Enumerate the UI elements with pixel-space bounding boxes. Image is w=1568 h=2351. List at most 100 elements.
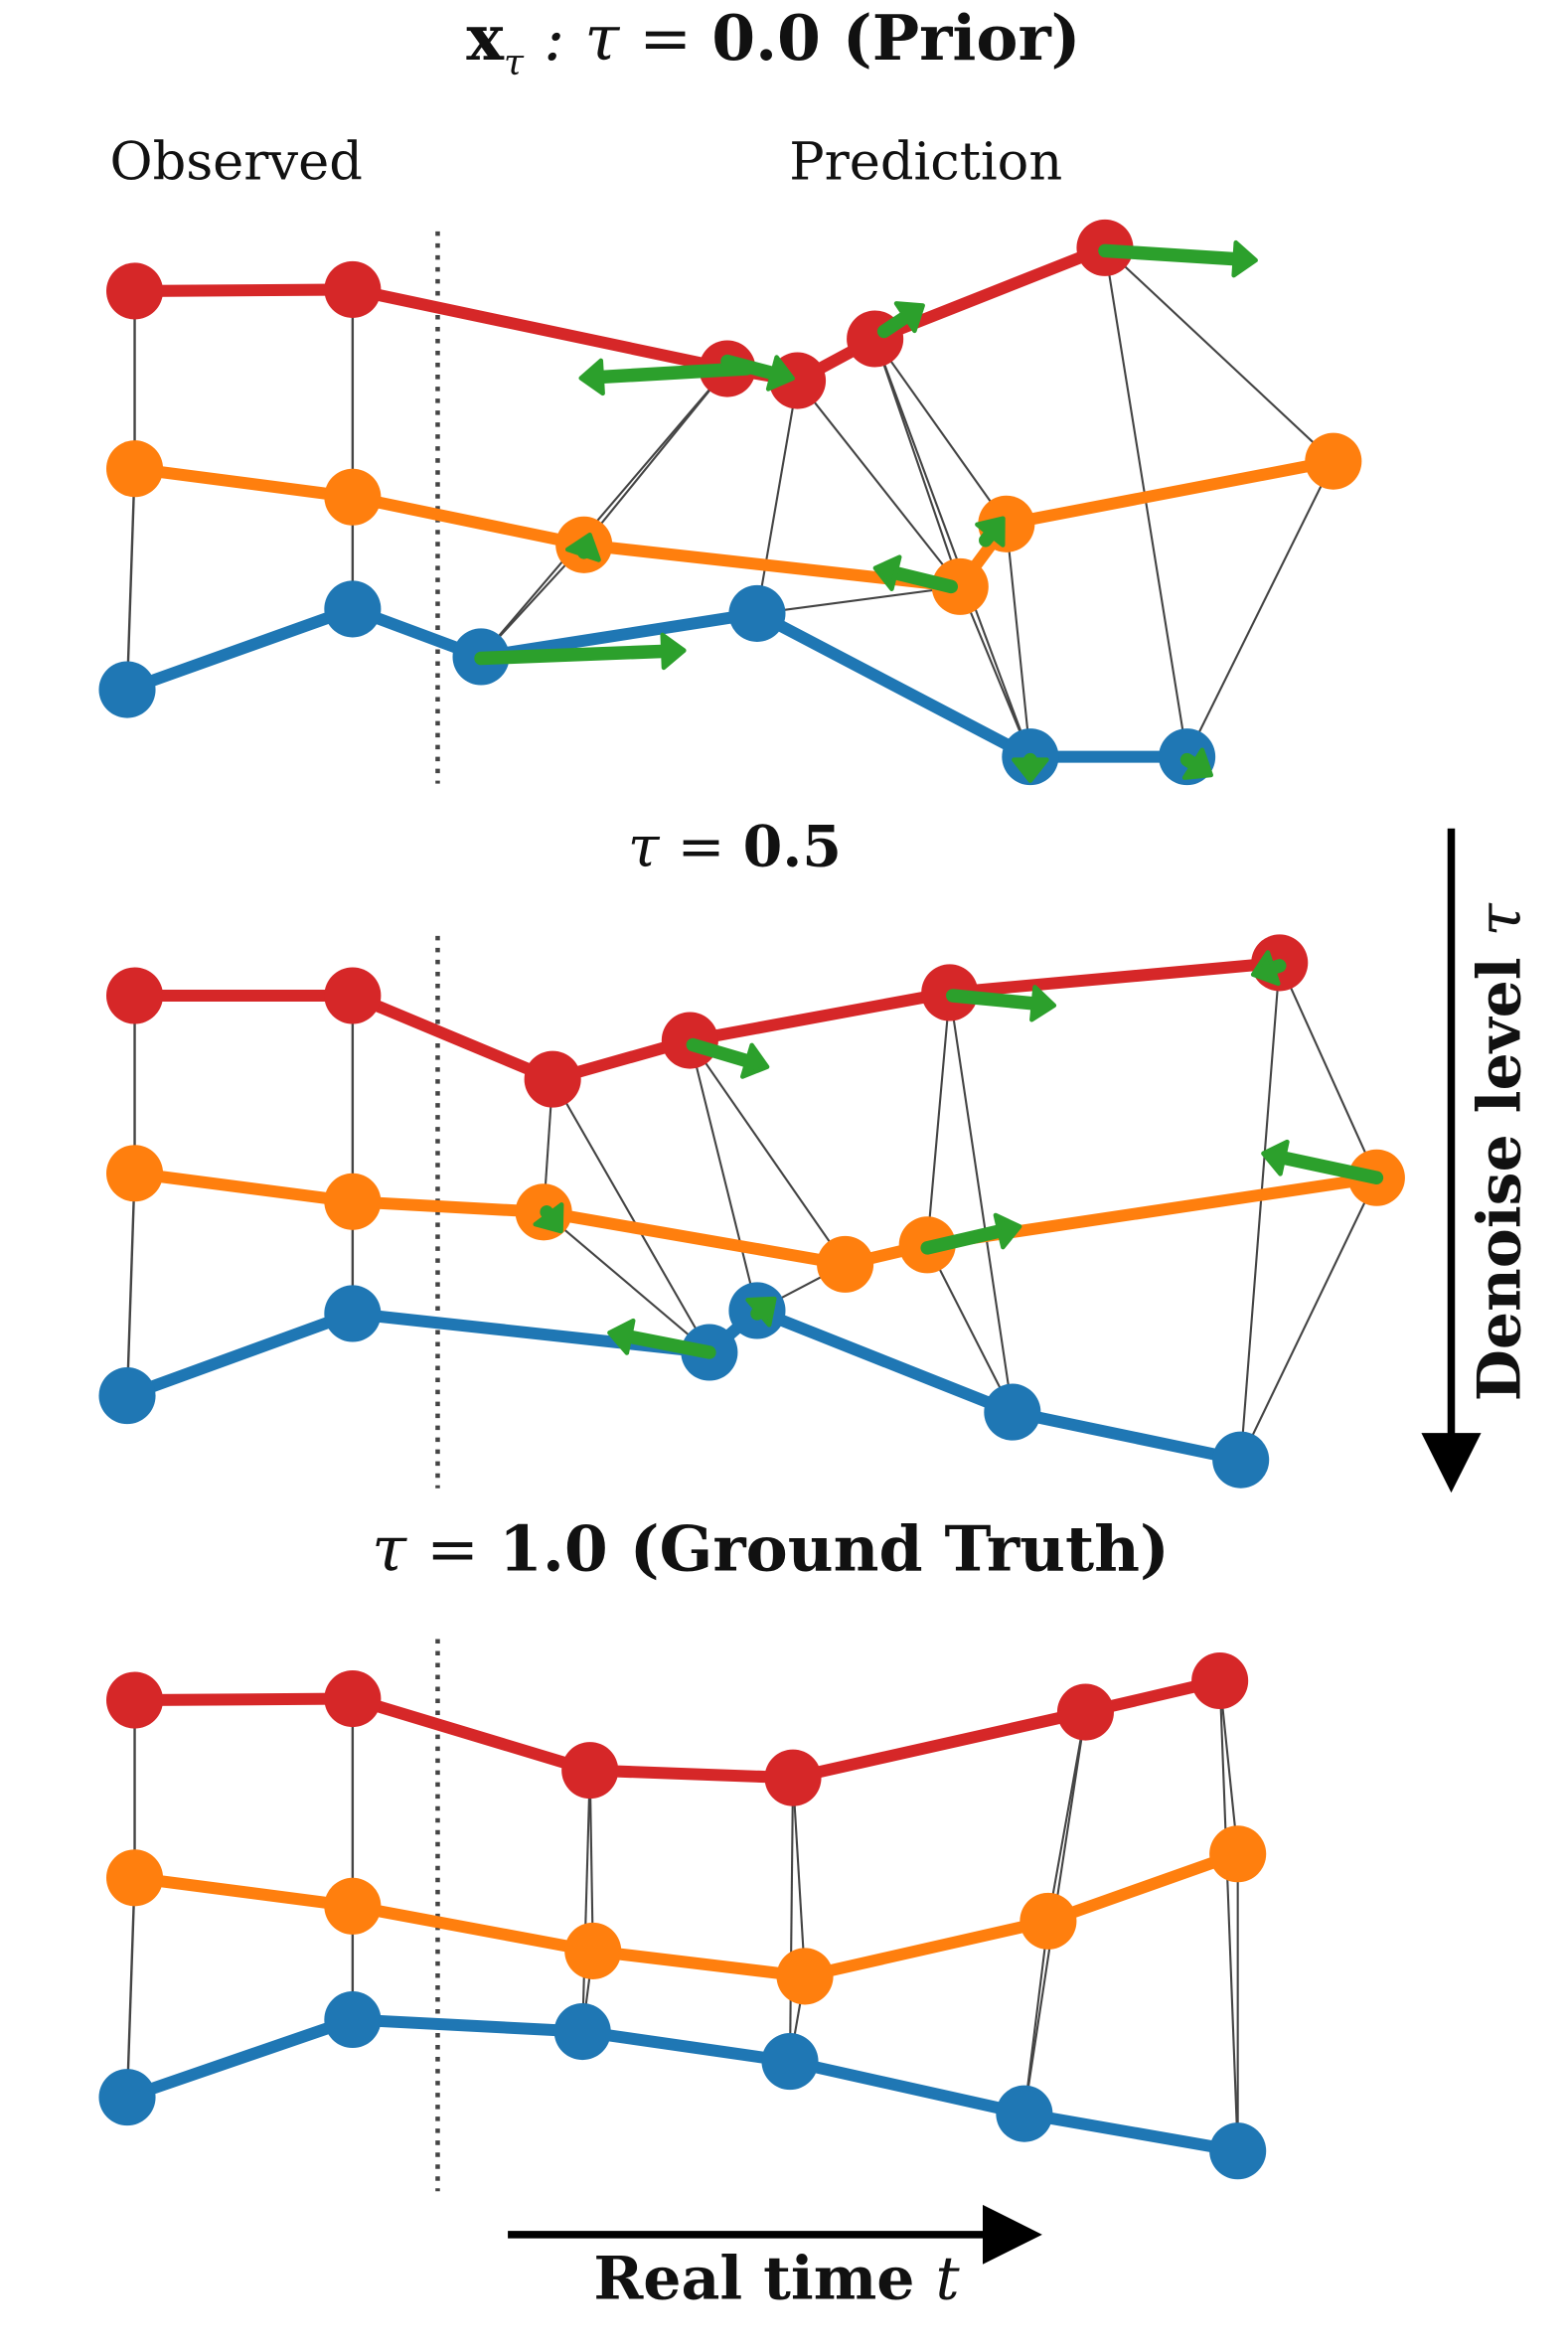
- graph-link: [1104, 246, 1334, 462]
- red-node: [1056, 1683, 1114, 1741]
- vector-arrowhead: [1012, 757, 1049, 783]
- blue-node: [324, 1285, 382, 1342]
- blue-node: [728, 584, 786, 642]
- vector-arrow: [920, 1221, 1019, 1255]
- panel-ground-truth: [98, 1651, 1267, 2180]
- observed-link: [125, 1877, 136, 2098]
- vector-arrowhead: [1181, 747, 1213, 780]
- graph-link: [689, 1039, 847, 1265]
- orange-node: [776, 1948, 834, 2005]
- vector-arrowhead: [660, 632, 687, 671]
- vector-arrowhead: [765, 355, 795, 392]
- orange-trajectory: [133, 1167, 1378, 1271]
- graph-link: [873, 338, 1008, 525]
- graph-link: [1005, 524, 1031, 757]
- vector-arrow: [1265, 1148, 1384, 1185]
- graph-link: [926, 1244, 1014, 1413]
- red-node: [105, 1671, 164, 1729]
- red-node: [324, 967, 382, 1024]
- red-trajectory: [134, 956, 1281, 1086]
- orange-node: [324, 1173, 382, 1230]
- orange-node: [105, 1849, 164, 1907]
- vector-arrow: [582, 362, 754, 385]
- blue-node: [984, 1383, 1041, 1441]
- graph-link: [1218, 1680, 1239, 1854]
- blue-node: [553, 2002, 611, 2061]
- blue-node: [761, 2033, 819, 2091]
- graph-link: [873, 338, 962, 587]
- red-node: [324, 260, 382, 318]
- orange-node: [1305, 432, 1362, 490]
- time-axis-label: Real time t: [593, 2244, 960, 2313]
- vector-arrowhead: [1261, 1139, 1290, 1176]
- graph-link: [755, 380, 799, 614]
- graph-link: [1239, 962, 1281, 1461]
- observed-label: Observed: [109, 131, 362, 192]
- blue-node: [98, 1367, 156, 1425]
- blue-trajectory: [125, 2013, 1239, 2157]
- blue-trajectory: [124, 1304, 1242, 1467]
- graph-link: [796, 380, 962, 588]
- blue-node: [1212, 1431, 1270, 1489]
- blue-node: [996, 2085, 1053, 2142]
- graph-link: [1022, 1921, 1049, 2115]
- vector-arrow: [1098, 243, 1254, 267]
- vector-arrowhead: [578, 358, 605, 396]
- graph-link: [582, 368, 728, 546]
- graph-link: [1218, 1680, 1239, 2151]
- orange-node: [564, 1922, 622, 1979]
- denoise-axis-label: Denoise level τ: [1466, 901, 1535, 1401]
- graph-link: [689, 1039, 758, 1312]
- orange-node: [1019, 1892, 1077, 1950]
- graph-link: [948, 992, 1014, 1413]
- vector-arrowhead: [872, 554, 902, 592]
- graph-link: [551, 1078, 710, 1353]
- graph-link: [581, 1770, 591, 2032]
- vector-arrowhead: [745, 1296, 777, 1328]
- graph-link: [1185, 460, 1334, 758]
- vector-arrowhead: [1029, 985, 1057, 1022]
- vector-arrowhead: [993, 1212, 1022, 1250]
- red-node: [105, 262, 164, 320]
- blue-node: [324, 1990, 382, 2049]
- panel-prior: [98, 219, 1362, 786]
- vector-arrowhead: [975, 516, 1006, 548]
- graph-link: [543, 1211, 710, 1353]
- blue-node: [1209, 2122, 1267, 2180]
- prediction-label: Prediction: [789, 131, 1062, 192]
- red-node: [324, 1669, 382, 1728]
- orange-node: [1209, 1825, 1267, 1883]
- graph-link: [791, 1778, 807, 1977]
- orange-trajectory: [133, 1848, 1240, 1982]
- blue-node: [98, 2069, 156, 2126]
- blue-node: [98, 661, 156, 718]
- graph-link: [1278, 962, 1378, 1178]
- red-node: [105, 967, 164, 1024]
- vector-arrow: [474, 644, 683, 666]
- graph-link: [788, 1778, 795, 2062]
- orange-node: [324, 468, 382, 526]
- vector-arrowhead: [564, 533, 601, 562]
- vector-arrowhead: [1250, 950, 1281, 987]
- panel-mid: [98, 934, 1405, 1489]
- vector-arrowhead: [740, 1042, 770, 1079]
- vector-arrow: [611, 1328, 716, 1359]
- blue-node: [324, 580, 382, 638]
- panel-2-title: τ = 1.0 (Ground Truth): [372, 1511, 1170, 1585]
- red-trajectory: [134, 241, 1108, 388]
- graph-link: [756, 585, 961, 615]
- observed-link: [125, 468, 136, 691]
- red-node: [524, 1050, 581, 1108]
- graph-link: [480, 368, 728, 658]
- graph-link: [926, 992, 951, 1245]
- graph-link: [959, 585, 1031, 758]
- orange-trajectory: [133, 455, 1334, 593]
- red-node: [764, 1749, 822, 1806]
- graph-link: [588, 1770, 594, 1952]
- vector-arrowhead: [1231, 239, 1258, 278]
- graph-link: [1239, 1176, 1378, 1461]
- red-trajectory: [134, 1674, 1222, 1785]
- panel-0-title: xτ : τ = 0.0 (Prior): [466, 1, 1080, 83]
- observed-link: [125, 1173, 136, 1396]
